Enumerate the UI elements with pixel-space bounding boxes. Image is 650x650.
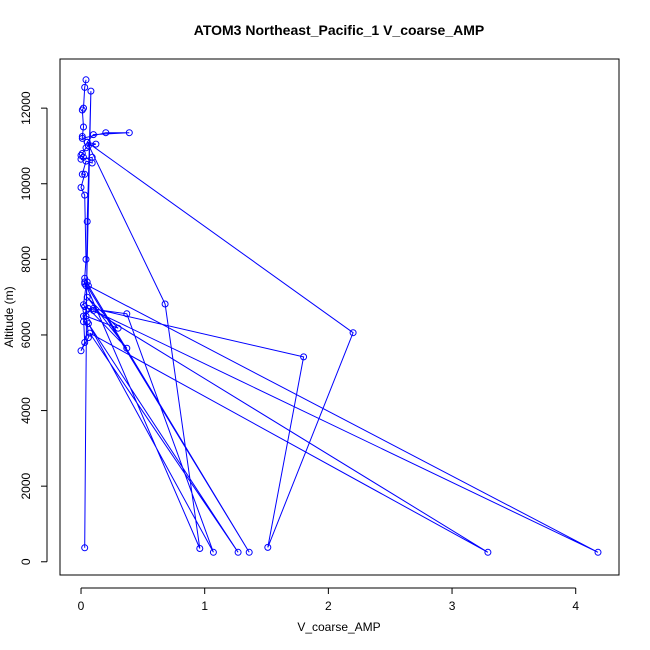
data-point	[234, 548, 242, 556]
data-point	[78, 106, 86, 114]
data-point	[83, 138, 91, 146]
data-point	[81, 170, 89, 178]
data-point	[484, 548, 492, 556]
data-point	[114, 324, 122, 332]
data-point	[80, 312, 87, 320]
x-tick-label: 4	[572, 599, 579, 613]
x-tick-label: 1	[201, 599, 208, 613]
y-tick-label: 12000	[19, 91, 33, 125]
data-point	[80, 301, 87, 309]
data-point	[82, 282, 90, 290]
data-point	[88, 159, 96, 167]
data-point	[264, 543, 272, 551]
data-point	[78, 134, 86, 142]
x-axis: 0 1 2 3 4	[78, 587, 579, 613]
data-point	[83, 218, 91, 225]
x-tick-label: 3	[449, 599, 456, 613]
y-tick-label: 10000	[19, 167, 33, 201]
data-point	[81, 191, 89, 199]
data-point	[84, 334, 92, 342]
data-point	[81, 339, 89, 346]
data-point	[82, 76, 90, 84]
data-point	[89, 305, 97, 312]
y-tick-label: 2000	[19, 472, 33, 499]
data-point	[78, 170, 86, 178]
y-tick-label: 8000	[19, 246, 33, 273]
data-point	[81, 280, 89, 288]
data-point	[245, 548, 253, 556]
data-point	[84, 282, 92, 290]
y-tick-label: 4000	[19, 397, 33, 424]
data-point	[196, 545, 204, 552]
y-axis: 0 2000 4000 6000 8000 10000 12000	[19, 91, 48, 565]
data-point	[123, 310, 131, 318]
data-point	[84, 305, 92, 312]
data-point	[86, 329, 94, 337]
data-point	[161, 300, 169, 308]
data-point	[80, 123, 87, 131]
plot-frame	[59, 58, 620, 576]
data-point	[84, 320, 92, 328]
data-point	[81, 303, 89, 311]
y-tick-label: 0	[19, 558, 33, 565]
series-layer	[77, 76, 602, 556]
x-tick-label: 0	[78, 599, 85, 613]
data-point	[81, 544, 89, 552]
data-point	[81, 83, 89, 91]
data-point	[83, 293, 91, 301]
data-point	[349, 329, 357, 337]
data-point	[80, 104, 87, 112]
data-point	[89, 131, 97, 139]
x-tick-label: 2	[325, 599, 332, 613]
data-point	[82, 312, 90, 320]
y-axis-label: Altitude (m)	[2, 286, 16, 347]
data-point	[77, 184, 85, 191]
chart-title: ATOM3 Northeast_Pacific_1 V_coarse_AMP	[194, 22, 485, 38]
data-point	[77, 347, 85, 355]
data-point	[81, 278, 89, 286]
data-point	[125, 129, 133, 137]
data-point	[82, 157, 90, 165]
data-point	[102, 129, 110, 137]
data-point	[82, 255, 90, 263]
x-axis-label: V_coarse_AMP	[297, 620, 380, 634]
data-point	[87, 87, 95, 95]
data-point	[209, 548, 217, 556]
data-point	[300, 353, 308, 361]
data-point	[78, 133, 86, 140]
data-point	[92, 140, 100, 148]
data-point	[123, 344, 131, 352]
data-point	[594, 548, 602, 556]
y-tick-label: 6000	[19, 321, 33, 348]
